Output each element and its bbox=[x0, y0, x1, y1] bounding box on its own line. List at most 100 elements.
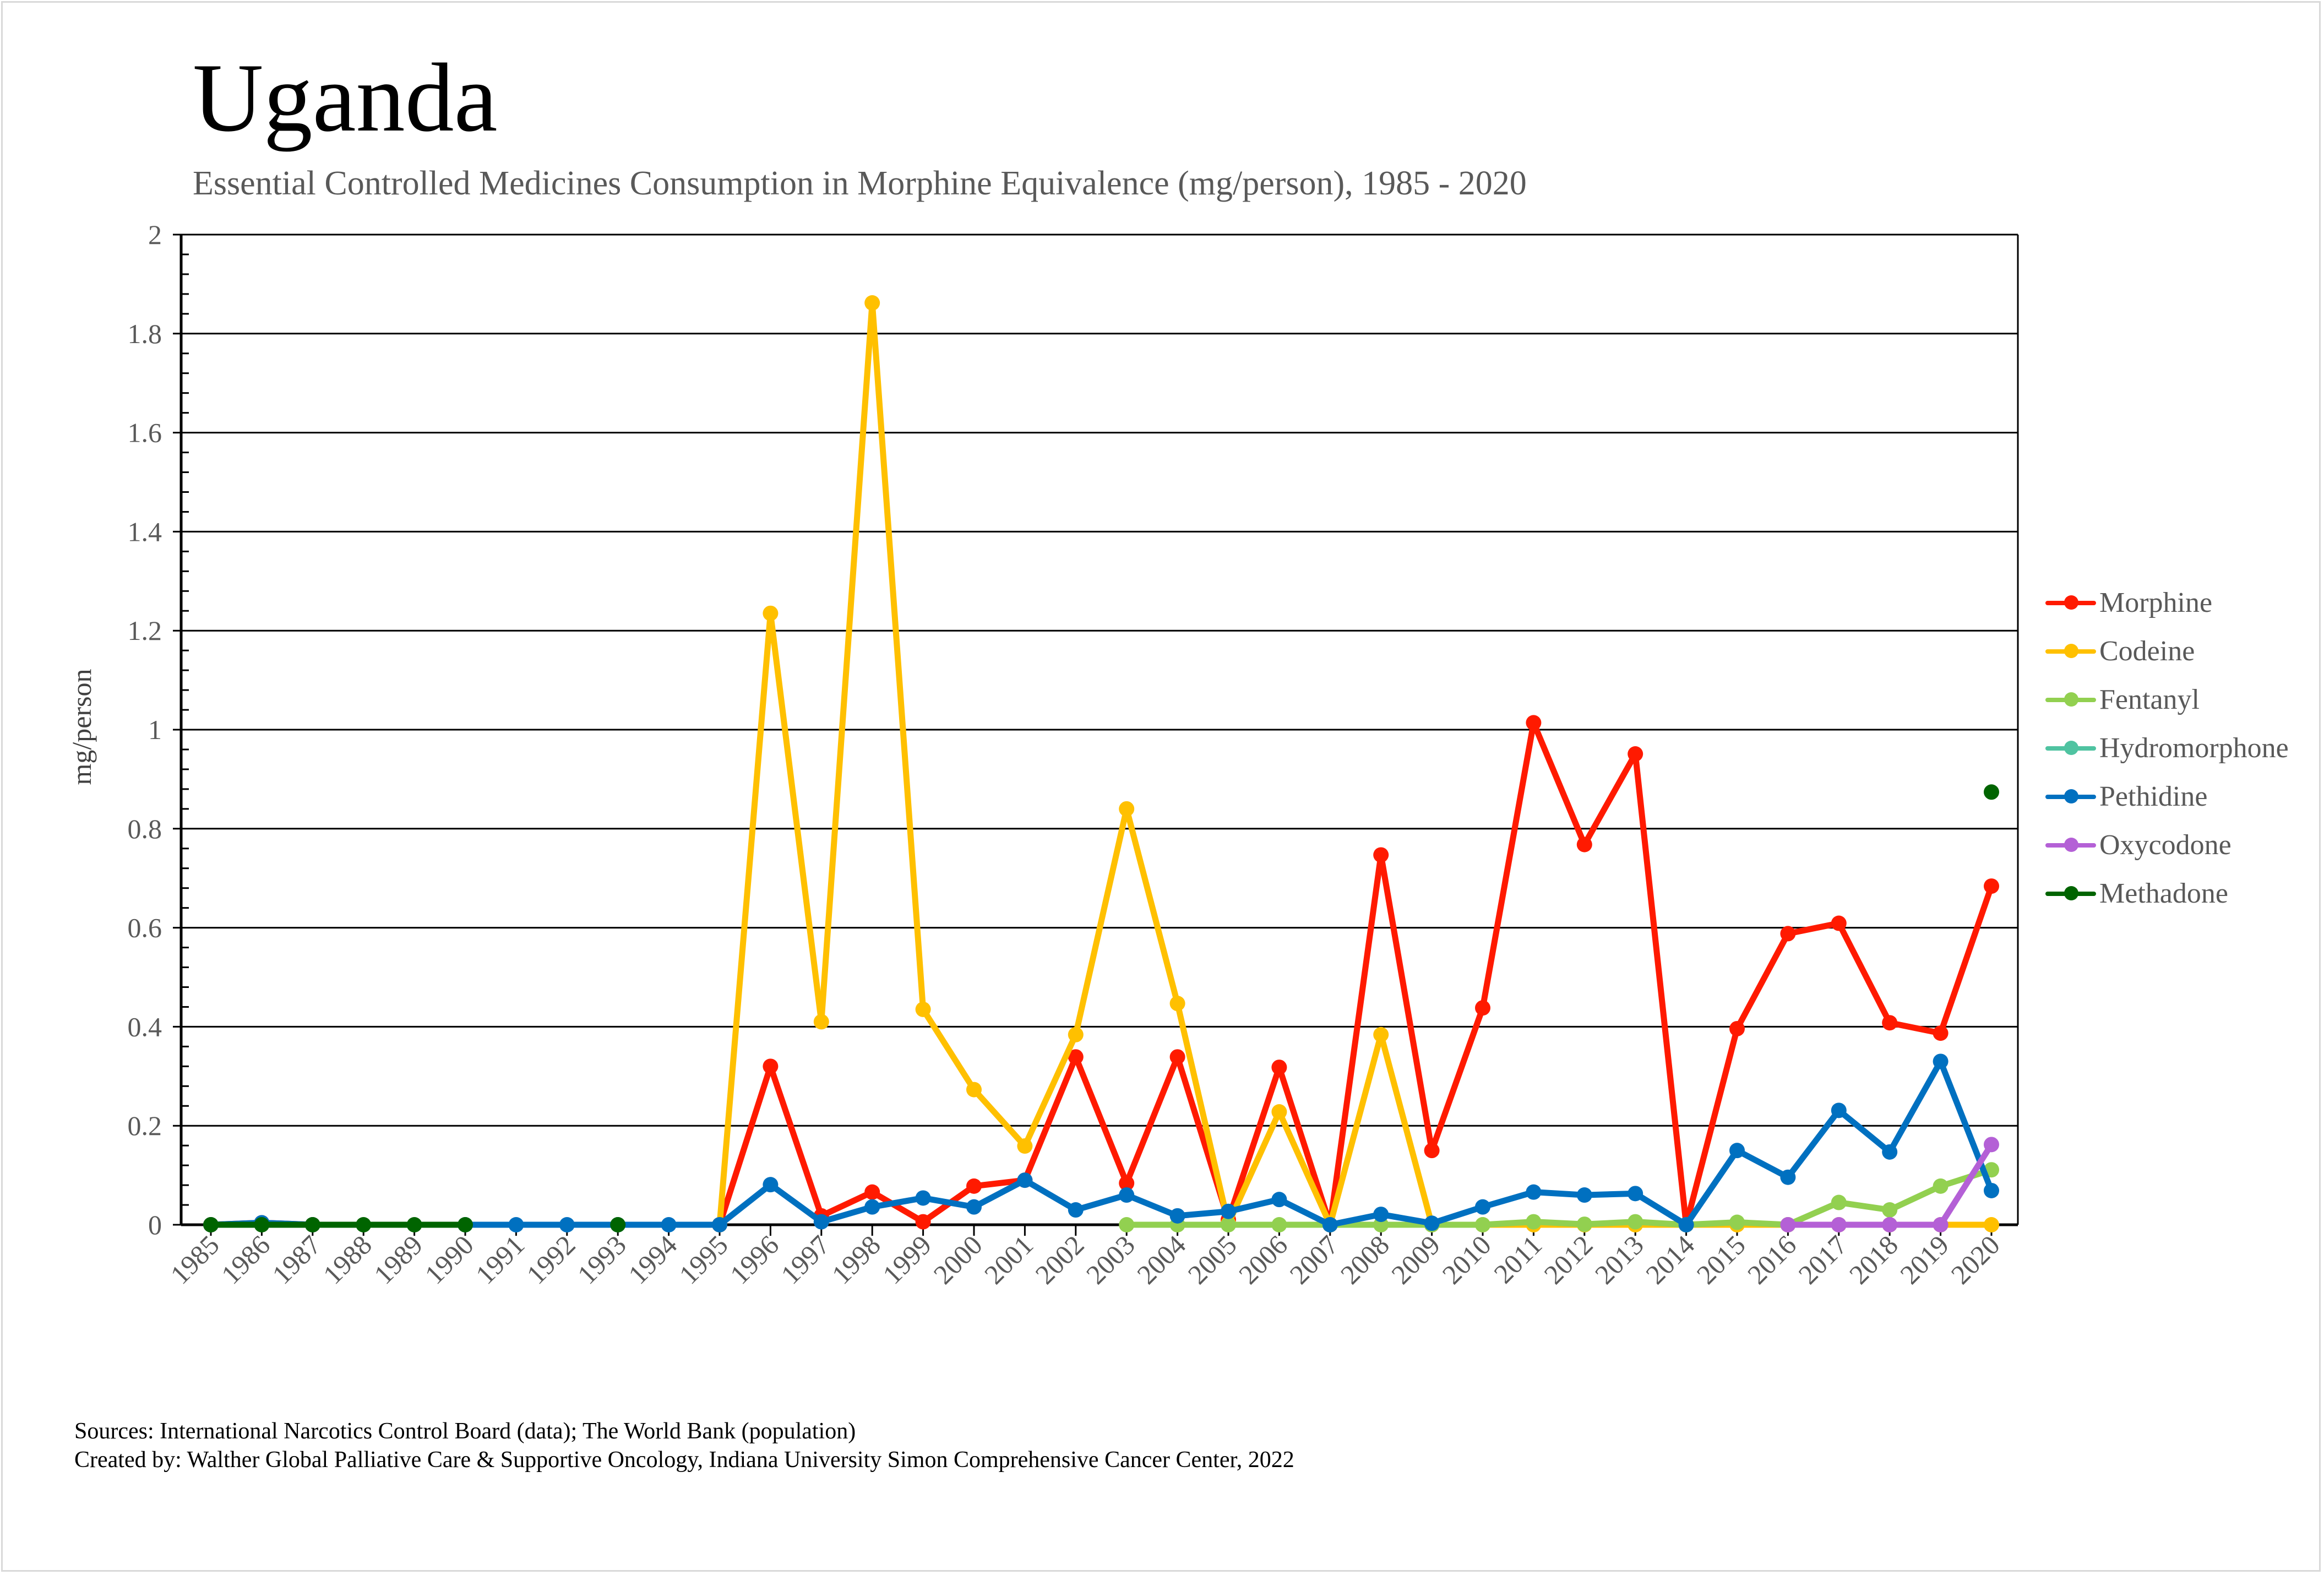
x-tick-label: 2006 bbox=[1233, 1229, 1293, 1290]
morphine-point bbox=[1628, 746, 1643, 762]
codeine-point bbox=[1017, 1138, 1033, 1154]
fentanyl-segment bbox=[1836, 1199, 1893, 1213]
legend: Morphine Codeine Fentanyl Hydromorphone Peth… bbox=[2045, 578, 2289, 917]
pethidine-segment bbox=[1632, 1190, 1690, 1228]
legend-swatch-icon bbox=[2045, 740, 2096, 756]
x-tick-label: 2001 bbox=[978, 1229, 1039, 1290]
legend-label: Hydromorphone bbox=[2099, 732, 2289, 764]
legend-item-hydromorphone: Hydromorphone bbox=[2045, 724, 2289, 772]
pethidine-segment bbox=[1276, 1196, 1334, 1228]
x-tick-label: 2003 bbox=[1080, 1229, 1141, 1290]
legend-swatch-icon bbox=[2045, 691, 2096, 708]
y-tick-label: 1.4 bbox=[128, 516, 162, 547]
codeine-segment bbox=[1225, 1109, 1282, 1227]
pethidine-segment bbox=[1683, 1147, 1740, 1228]
morphine-segment bbox=[1530, 719, 1588, 848]
legend-label: Fentanyl bbox=[2099, 683, 2200, 715]
pethidine-point bbox=[966, 1199, 982, 1215]
y-tick-labels: 0 0.2 0.4 0.6 0.8 1 1.2 1.4 1.6 1.8 2 bbox=[128, 219, 162, 1240]
pethidine-point bbox=[1831, 1102, 1847, 1118]
codeine-segment bbox=[1021, 1031, 1079, 1149]
pethidine-segment bbox=[869, 1194, 927, 1210]
morphine-segment bbox=[1836, 920, 1893, 1026]
pethidine-point bbox=[1169, 1208, 1185, 1224]
pethidine-point bbox=[559, 1217, 575, 1232]
pethidine-segment bbox=[1327, 1211, 1384, 1228]
morphine-point bbox=[1933, 1025, 1949, 1041]
x-tick-label: 1997 bbox=[775, 1229, 835, 1290]
pethidine-segment bbox=[1073, 1192, 1130, 1213]
pethidine-point bbox=[1475, 1199, 1490, 1215]
series-morphine bbox=[203, 715, 1999, 1232]
morphine-segment bbox=[1784, 920, 1842, 937]
codeine-point bbox=[763, 605, 779, 621]
codeine-point bbox=[1169, 996, 1185, 1012]
legend-swatch-icon bbox=[2045, 594, 2096, 611]
pethidine-segment bbox=[1174, 1208, 1232, 1219]
pethidine-segment bbox=[1530, 1189, 1588, 1198]
pethidine-segment bbox=[1123, 1192, 1181, 1219]
morphine-point bbox=[1831, 915, 1847, 931]
oxycodone-segment bbox=[1937, 1141, 1995, 1228]
y-tick-label: 1.8 bbox=[128, 318, 162, 349]
pethidine-segment bbox=[1581, 1190, 1639, 1198]
chart-title: Uganda bbox=[193, 43, 498, 152]
pethidine-point bbox=[508, 1217, 524, 1232]
x-tick-label: 1998 bbox=[826, 1229, 886, 1290]
legend-item-pethidine: Pethidine bbox=[2045, 772, 2289, 821]
gridlines bbox=[173, 233, 2018, 1226]
x-tick-label: 1987 bbox=[266, 1229, 326, 1290]
pethidine-point bbox=[1984, 1182, 1999, 1198]
x-tick-label: 1989 bbox=[368, 1229, 428, 1290]
x-tick-label: 1992 bbox=[520, 1229, 581, 1290]
morphine-point bbox=[1576, 837, 1592, 852]
fentanyl-point bbox=[1933, 1178, 1949, 1194]
morphine-point bbox=[1882, 1015, 1898, 1031]
pethidine-point bbox=[1068, 1202, 1084, 1218]
pethidine-segment bbox=[1225, 1196, 1282, 1215]
pethidine-segment bbox=[1021, 1177, 1079, 1213]
x-tick-label: 2014 bbox=[1640, 1229, 1700, 1290]
pethidine-point bbox=[1933, 1053, 1949, 1069]
x-tick-label: 2005 bbox=[1182, 1229, 1242, 1290]
pethidine-point bbox=[1526, 1184, 1542, 1200]
morphine-segment bbox=[1378, 851, 1435, 1154]
y-tick-label: 0.6 bbox=[128, 913, 162, 943]
codeine-segment bbox=[1327, 1031, 1384, 1228]
y-tick-label: 1 bbox=[148, 714, 162, 745]
fentanyl-point bbox=[1221, 1217, 1236, 1232]
x-tick-label: 2000 bbox=[927, 1229, 988, 1290]
methadone-point bbox=[254, 1217, 270, 1232]
fentanyl-point bbox=[1576, 1216, 1592, 1232]
y-tick-label: 2 bbox=[148, 219, 162, 250]
pethidine-segment bbox=[1886, 1058, 1944, 1155]
codeine-segment bbox=[869, 300, 927, 1013]
morphine-segment bbox=[1632, 751, 1690, 1228]
x-tick-label: 2004 bbox=[1131, 1229, 1191, 1290]
morphine-point bbox=[864, 1184, 880, 1200]
morphine-segment bbox=[1073, 1053, 1130, 1186]
series-oxycodone bbox=[1780, 1137, 1999, 1232]
pethidine-segment bbox=[971, 1177, 1028, 1210]
x-tick-label: 1985 bbox=[164, 1229, 225, 1290]
pethidine-point bbox=[661, 1217, 677, 1232]
pethidine-segment bbox=[818, 1204, 875, 1225]
legend-item-morphine: Morphine bbox=[2045, 578, 2289, 627]
codeine-point bbox=[1984, 1217, 1999, 1232]
pethidine-segment bbox=[716, 1181, 774, 1228]
pethidine-point bbox=[1628, 1186, 1643, 1202]
pethidine-point bbox=[813, 1214, 829, 1230]
morphine-segment bbox=[1021, 1053, 1079, 1183]
codeine-segment bbox=[767, 610, 825, 1025]
x-tick-label: 2015 bbox=[1690, 1229, 1751, 1290]
series-pethidine bbox=[203, 1053, 1999, 1232]
codeine-point bbox=[1119, 801, 1135, 817]
fentanyl-segment bbox=[1683, 1219, 1740, 1228]
y-tick-label: 0.2 bbox=[128, 1110, 162, 1141]
morphine-point bbox=[1271, 1060, 1287, 1076]
pethidine-point bbox=[1576, 1187, 1592, 1203]
codeine-segment bbox=[1276, 1109, 1334, 1228]
morphine-point bbox=[1984, 878, 1999, 894]
pethidine-point bbox=[763, 1177, 779, 1193]
